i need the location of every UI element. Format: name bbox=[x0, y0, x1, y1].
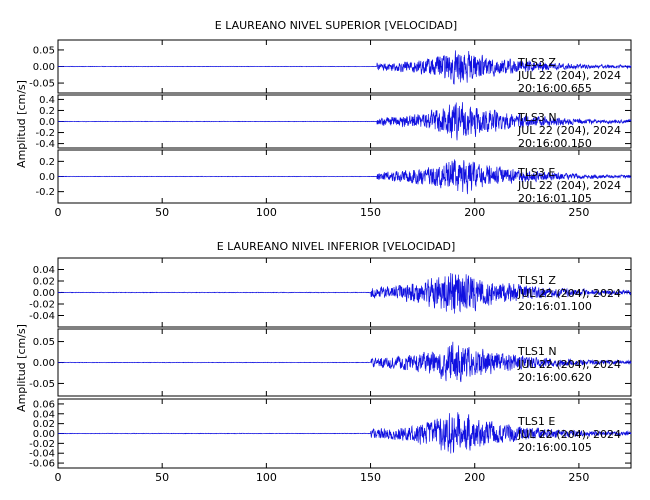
waveform-trace-sup-n bbox=[57, 102, 632, 141]
y-axis-label-superior: Amplitud [cm/s] bbox=[15, 80, 28, 168]
x-tick-label: 200 bbox=[464, 206, 485, 219]
x-tick-label: 250 bbox=[568, 471, 589, 484]
waveform-trace-inf-z bbox=[57, 272, 632, 314]
y-tick-label: 0.0 bbox=[39, 172, 55, 183]
y-tick-label: 0.04 bbox=[33, 265, 55, 276]
y-tick-label: -0.02 bbox=[29, 300, 55, 311]
y-tick-label: -0.06 bbox=[29, 459, 55, 470]
y-tick-label: 0.4 bbox=[39, 95, 55, 106]
y-tick-label: -0.05 bbox=[29, 379, 55, 390]
x-tick-label: 0 bbox=[55, 206, 62, 219]
y-tick-label: -0.05 bbox=[29, 79, 55, 90]
x-tick-label: 0 bbox=[55, 471, 62, 484]
panel-inf-e: 0.060.040.020.00-0.02-0.04-0.06 TLS1 EJUL… bbox=[29, 398, 632, 470]
chart-title-inferior: E LAUREANO NIVEL INFERIOR [VELOCIDAD] bbox=[217, 240, 456, 253]
waveform-trace-inf-e bbox=[57, 412, 632, 454]
date-label: JUL 22 (204), 2024 bbox=[517, 179, 621, 192]
y-tick-label: 0.00 bbox=[33, 288, 55, 299]
x-tick-label: 100 bbox=[256, 206, 277, 219]
y-tick-label: 0.00 bbox=[33, 358, 55, 369]
y-tick-label: -0.2 bbox=[35, 187, 55, 198]
y-tick-label: 0.02 bbox=[33, 419, 55, 430]
y-tick-label: 0.0 bbox=[39, 117, 55, 128]
y-tick-label: -0.04 bbox=[29, 449, 55, 460]
waveform-trace-sup-e bbox=[57, 159, 632, 195]
station-component-label: TLS1 N bbox=[517, 345, 557, 358]
y-axis-label-inferior: Amplitud [cm/s] bbox=[15, 324, 28, 412]
time-label: 20:16:01.100 bbox=[518, 300, 592, 313]
x-tick-label: 150 bbox=[360, 471, 381, 484]
station-component-label: TLS1 Z bbox=[517, 274, 556, 287]
y-tick-label: -0.04 bbox=[29, 311, 55, 322]
y-tick-label: -0.02 bbox=[29, 439, 55, 450]
station-component-label: TLS1 E bbox=[517, 415, 555, 428]
x-tick-label: 50 bbox=[155, 206, 169, 219]
time-label: 20:16:00.105 bbox=[518, 441, 592, 454]
date-label: JUL 22 (204), 2024 bbox=[517, 358, 621, 371]
time-label: 20:16:00.620 bbox=[518, 371, 592, 384]
y-tick-label: 0.00 bbox=[33, 429, 55, 440]
waveform-trace-inf-n bbox=[57, 341, 632, 383]
station-component-label: TLS3 Z bbox=[517, 56, 556, 69]
time-label: 20:16:00.655 bbox=[518, 82, 592, 95]
y-tick-label: 0.2 bbox=[39, 157, 55, 168]
x-tick-label: 250 bbox=[568, 206, 589, 219]
y-tick-label: 0.00 bbox=[33, 62, 55, 73]
date-label: JUL 22 (204), 2024 bbox=[517, 124, 621, 137]
y-tick-label: 0.04 bbox=[33, 409, 55, 420]
chart-title-superior: E LAUREANO NIVEL SUPERIOR [VELOCIDAD] bbox=[215, 19, 457, 32]
waveform-trace-sup-z bbox=[57, 50, 632, 85]
x-tick-label: 50 bbox=[155, 471, 169, 484]
y-tick-label: 0.06 bbox=[33, 399, 55, 410]
y-tick-label: 0.05 bbox=[33, 45, 55, 56]
y-tick-label: 0.02 bbox=[33, 277, 55, 288]
time-label: 20:16:01.105 bbox=[518, 192, 592, 205]
station-component-label: TLS3 E bbox=[517, 166, 555, 179]
x-tick-label: 150 bbox=[360, 206, 381, 219]
station-component-label: TLS3 N bbox=[517, 111, 557, 124]
date-label: JUL 22 (204), 2024 bbox=[517, 428, 621, 441]
time-label: 20:16:00.150 bbox=[518, 137, 592, 150]
y-tick-label: 0.05 bbox=[33, 337, 55, 348]
x-tick-label: 100 bbox=[256, 471, 277, 484]
x-tick-label: 200 bbox=[464, 471, 485, 484]
y-tick-label: 0.2 bbox=[39, 106, 55, 117]
date-label: JUL 22 (204), 2024 bbox=[517, 69, 621, 82]
y-tick-label: -0.2 bbox=[35, 128, 55, 139]
y-tick-label: -0.4 bbox=[35, 139, 55, 150]
date-label: JUL 22 (204), 2024 bbox=[517, 287, 621, 300]
